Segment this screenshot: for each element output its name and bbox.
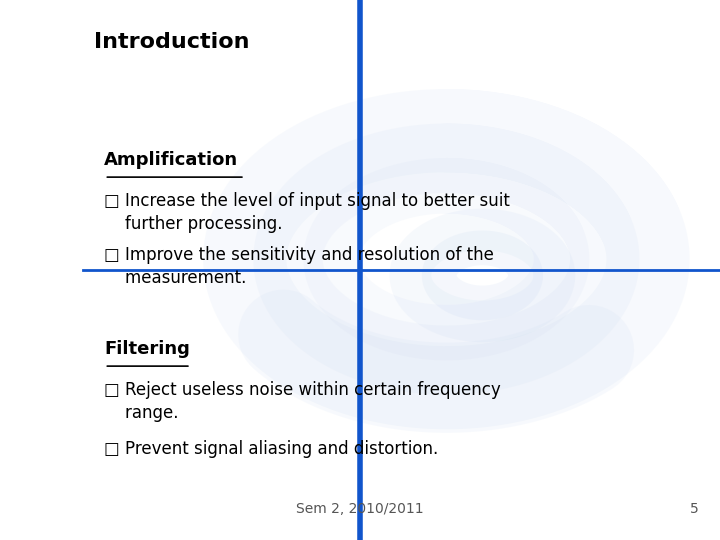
Text: Introduction: Introduction xyxy=(94,32,249,52)
Text: Amplification: Amplification xyxy=(104,151,238,169)
Text: □ Prevent signal aliasing and distortion.: □ Prevent signal aliasing and distortion… xyxy=(104,440,438,458)
Text: Sem 2, 2010/2011: Sem 2, 2010/2011 xyxy=(296,502,424,516)
Text: □ Improve the sensitivity and resolution of the
    measurement.: □ Improve the sensitivity and resolution… xyxy=(104,246,494,287)
Text: □ Increase the level of input signal to better suit
    further processing.: □ Increase the level of input signal to … xyxy=(104,192,510,233)
Text: Filtering: Filtering xyxy=(104,340,190,358)
Text: 5: 5 xyxy=(690,502,698,516)
Text: □ Reject useless noise within certain frequency
    range.: □ Reject useless noise within certain fr… xyxy=(104,381,501,422)
